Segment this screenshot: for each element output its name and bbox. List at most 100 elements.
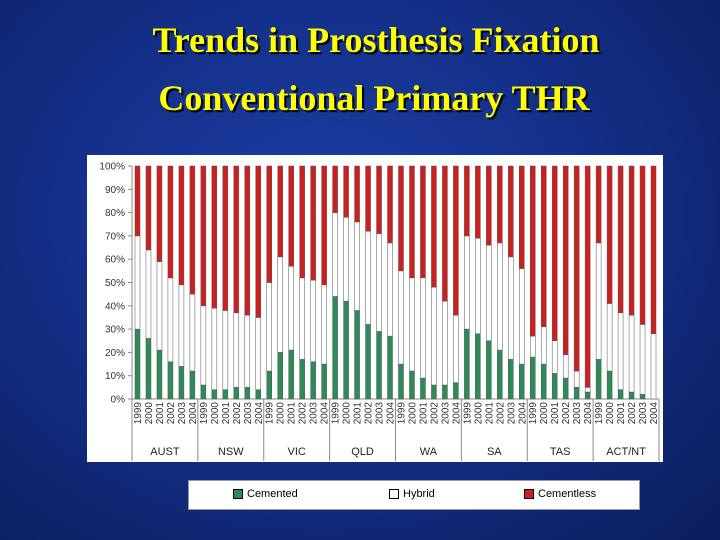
bar-hybrid-qld-1999	[332, 212, 338, 297]
bar-cementless-nsw-2003	[244, 165, 251, 316]
bar-cementless-aust-1999	[134, 165, 141, 237]
bar-hybrid-tas-1999	[529, 335, 536, 358]
bar-cemented-qld-2002	[365, 324, 371, 400]
bar-hybrid-aust-2001	[156, 261, 163, 351]
bar-hybrid-wa-1999	[398, 270, 404, 365]
x-tick-label-year: 2002	[364, 402, 375, 425]
bar-hybrid-nsw-2002	[233, 312, 240, 388]
x-tick-label-year: 2000	[473, 402, 484, 425]
bar-cementless-qld-2004	[387, 165, 393, 244]
x-tick-label-year: 2001	[418, 402, 429, 425]
x-tick-label-year: 2000	[342, 402, 353, 425]
legend-swatch-cemented	[233, 489, 243, 499]
bar-hybrid-wa-2004	[453, 314, 459, 383]
bar-cemented-nsw-1999	[200, 384, 207, 400]
group-label: SA	[487, 446, 502, 458]
bar-hybrid-vic-1999	[266, 282, 272, 372]
bar-cemented-qld-1999	[332, 296, 338, 400]
bar-cemented-vic-2001	[288, 349, 294, 400]
bar-hybrid-qld-2002	[365, 230, 371, 325]
x-tick-label-year: 1999	[265, 402, 276, 425]
x-tick-label-year: 1999	[133, 402, 144, 425]
bar-hybrid-sa-2001	[486, 244, 492, 341]
bar-cementless-sa-2003	[508, 165, 514, 258]
x-tick-label-year: 2003	[440, 402, 451, 425]
x-tick-label-year: 1999	[594, 402, 605, 425]
bar-cementless-aust-2004	[189, 165, 196, 295]
bar-hybrid-tas-2003	[573, 370, 580, 388]
y-tick-label: 90%	[105, 185, 125, 196]
y-tick-label: 50%	[105, 278, 125, 289]
y-tick-label: 70%	[105, 231, 125, 242]
bar-cementless-tas-2001	[551, 165, 558, 341]
bar-cemented-actnt-2001	[617, 389, 624, 400]
bar-cementless-tas-2003	[573, 165, 580, 372]
bar-hybrid-actnt-2001	[617, 312, 624, 390]
bar-hybrid-tas-2002	[562, 354, 569, 379]
bar-cementless-sa-2001	[486, 165, 492, 246]
bar-cementless-nsw-2000	[211, 165, 218, 309]
y-tick-label: 60%	[105, 255, 125, 266]
bar-cementless-vic-1999	[266, 165, 272, 283]
bar-cementless-vic-2000	[277, 165, 283, 258]
bar-cemented-nsw-2004	[255, 389, 262, 400]
y-tick-label: 100%	[99, 162, 125, 173]
bar-cemented-vic-2002	[299, 359, 305, 400]
bar-cementless-actnt-2004	[650, 165, 657, 335]
bar-cemented-wa-2003	[442, 384, 448, 400]
bar-cemented-aust-2001	[156, 349, 163, 400]
bar-hybrid-actnt-2004	[650, 333, 657, 400]
bar-cemented-tas-2004	[584, 391, 591, 400]
bar-hybrid-vic-2003	[310, 279, 316, 362]
bar-cemented-wa-2004	[453, 382, 459, 400]
bar-cementless-tas-2000	[540, 165, 547, 328]
chart-panel: 0% 10% 20% 30% 40% 50% 60% 70% 80% 90% 100% 1999 200…	[87, 155, 663, 462]
bar-cemented-vic-1999	[266, 370, 272, 400]
group-label: TAS	[550, 446, 571, 458]
bar-hybrid-aust-2003	[178, 284, 185, 367]
legend-label-cementless: Cementless	[538, 488, 597, 500]
x-tick-label-year: 2002	[495, 402, 506, 425]
y-tick-label: 20%	[105, 348, 125, 359]
legend-item-cementless: Cementless	[524, 488, 596, 500]
bar-cemented-aust-2003	[178, 366, 185, 400]
group-label: VIC	[288, 446, 306, 458]
x-tick-label-year: 2002	[166, 402, 177, 425]
slide-title-line-1: Trends in Prosthesis Fixation	[152, 20, 600, 60]
bar-cemented-vic-2000	[277, 352, 283, 400]
bar-cementless-vic-2003	[310, 165, 316, 281]
bar-cemented-tas-1999	[529, 356, 536, 400]
bar-cemented-qld-2004	[387, 335, 393, 400]
x-tick-label-year: 2001	[221, 402, 232, 425]
group-label: AUST	[150, 446, 180, 458]
bar-cemented-aust-2002	[167, 361, 174, 400]
bar-cemented-actnt-2000	[606, 370, 613, 400]
legend-item-hybrid: Hybrid	[389, 488, 435, 500]
x-tick-label-year: 2004	[386, 402, 397, 425]
bar-hybrid-wa-2002	[431, 286, 437, 386]
x-tick-label-year: 2003	[506, 402, 517, 425]
bar-cemented-tas-2000	[540, 363, 547, 400]
x-tick-label-year: 2001	[616, 402, 627, 425]
bar-cementless-aust-2002	[167, 165, 174, 279]
bar-hybrid-aust-2000	[145, 249, 152, 339]
slide-title-line-2: Conventional Primary THR	[158, 78, 590, 118]
bar-hybrid-tas-2001	[551, 340, 558, 374]
x-tick-label-year: 2004	[517, 402, 528, 425]
bar-cementless-vic-2001	[288, 165, 294, 267]
group-label: WA	[420, 446, 438, 458]
bar-hybrid-actnt-2000	[606, 303, 613, 372]
bar-cemented-qld-2000	[343, 300, 349, 400]
y-tick-label: 40%	[105, 301, 125, 312]
bar-cementless-qld-2003	[376, 165, 382, 234]
x-tick-label-year: 2004	[320, 402, 331, 425]
x-tick-label-year: 2004	[583, 402, 594, 425]
bar-cementless-qld-2002	[365, 165, 371, 232]
x-tick-label-year: 2000	[210, 402, 221, 425]
x-tick-label-year: 2000	[605, 402, 616, 425]
bar-cemented-wa-1999	[398, 363, 404, 400]
bar-hybrid-sa-2003	[508, 256, 514, 360]
bar-hybrid-sa-1999	[464, 235, 470, 330]
bar-cementless-aust-2000	[145, 165, 152, 251]
x-tick-label-year: 1999	[331, 402, 342, 425]
